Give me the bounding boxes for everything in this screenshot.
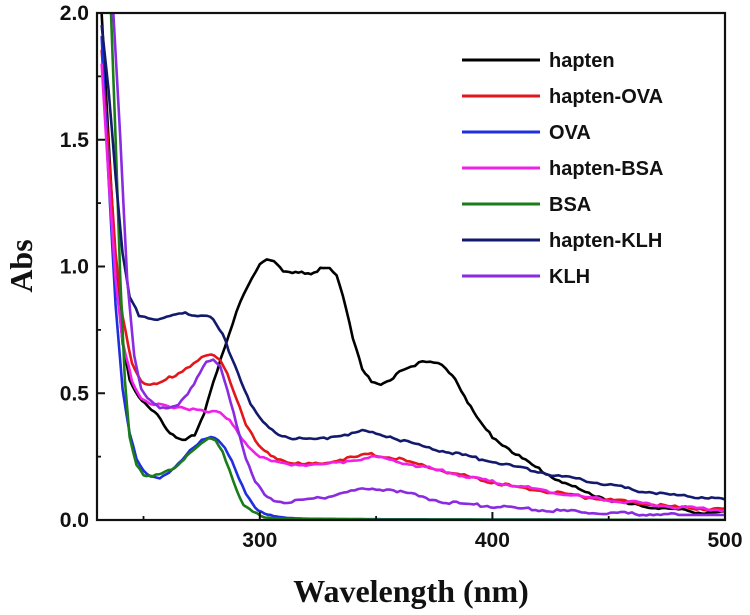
legend-label-hapten-klh: hapten-KLH [549, 230, 662, 252]
x-tick-label: 400 [475, 529, 510, 552]
legend-label-hapten-ova: hapten-OVA [549, 86, 663, 108]
y-tick-label: 1.0 [60, 256, 89, 279]
x-axis-title: Wavelength (nm) [293, 573, 529, 609]
x-tick-label: 300 [242, 529, 277, 552]
legend-label-hapten: hapten [549, 50, 615, 72]
series-line-hapten-ova [100, 49, 725, 512]
y-tick-label: 1.5 [60, 129, 90, 152]
legend-label-bsa: BSA [549, 194, 591, 216]
legend-label-klh: KLH [549, 266, 590, 288]
legend-label-hapten-bsa: hapten-BSA [549, 158, 663, 180]
series-line-klh [112, 13, 725, 517]
legend: hapten hapten-OVA OVA hapten-BSA BSA hapten-K… [462, 50, 663, 288]
legend-label-ova: OVA [549, 122, 591, 144]
series-line-hapten-klh [100, 24, 725, 501]
series-line-hapten-bsa [100, 63, 725, 513]
y-axis-title: Abs [3, 239, 39, 292]
y-tick-label: 0.0 [60, 509, 89, 532]
y-tick-label: 0.5 [60, 382, 90, 405]
y-tick-label: 2.0 [60, 2, 89, 25]
tick-layer: 300 400 500 0.0 0.5 1.0 1.5 2.0 [60, 2, 743, 552]
x-tick-label: 500 [707, 529, 742, 552]
